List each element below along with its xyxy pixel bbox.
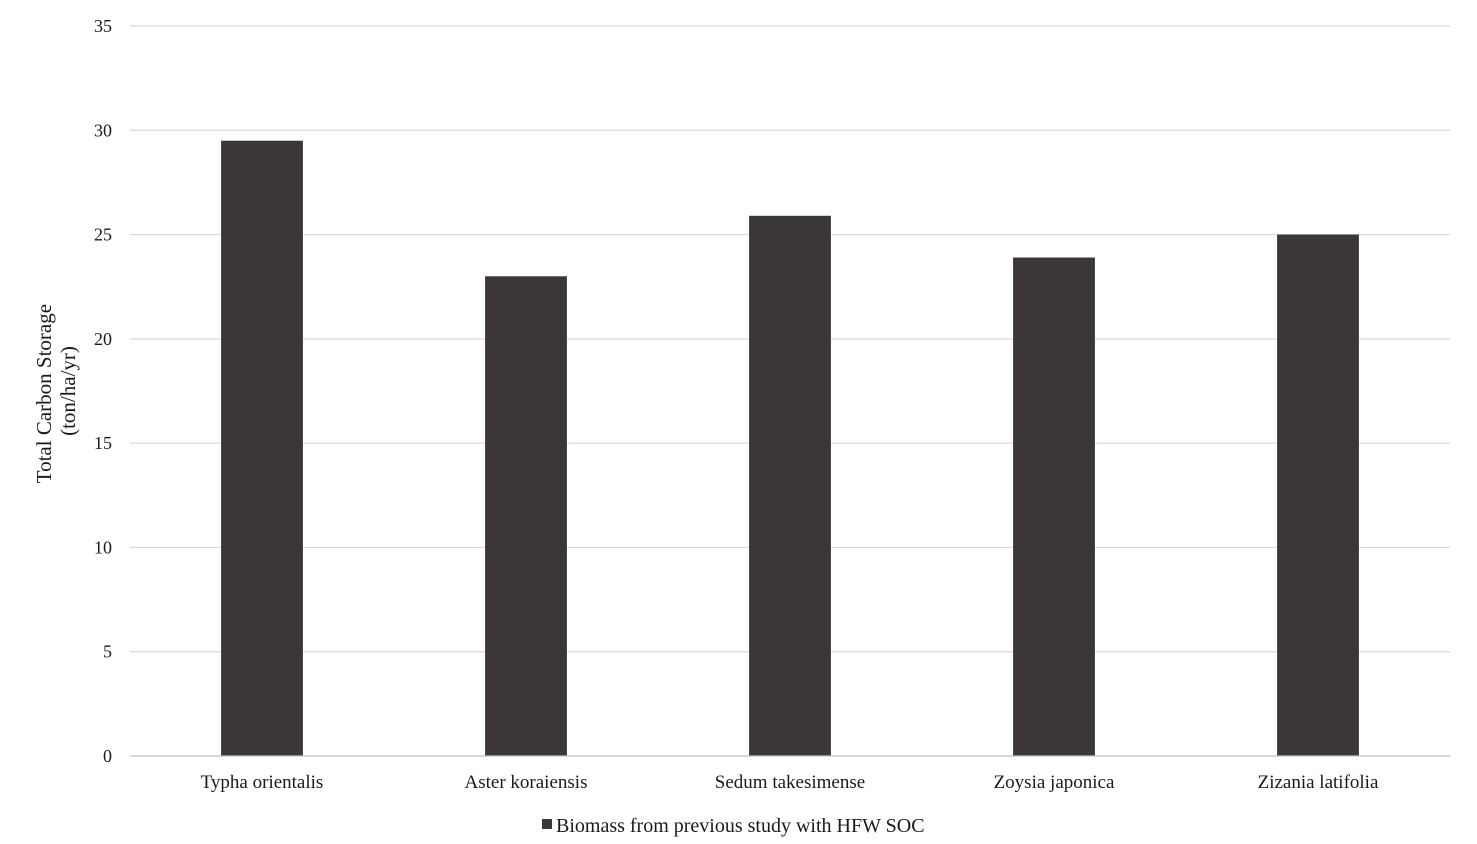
y-axis-title-line-1: Total Carbon Storage <box>32 304 56 483</box>
legend-label: Biomass from previous study with HFW SOC <box>556 815 925 837</box>
bar <box>749 215 831 757</box>
y-tick-label: 15 <box>94 433 112 453</box>
legend-swatch <box>542 819 552 829</box>
bar <box>221 140 303 756</box>
y-tick-label: 5 <box>103 642 112 662</box>
y-axis-title-line-2: (ton/ha/yr) <box>56 346 80 436</box>
bar <box>1277 234 1359 757</box>
y-tick-label: 30 <box>94 120 112 140</box>
y-axis-title: Total Carbon Storage (ton/ha/yr) <box>32 299 80 484</box>
x-category-label: Zizania latifolia <box>1258 772 1379 793</box>
bar <box>485 276 567 756</box>
y-tick-label: 0 <box>103 746 112 766</box>
x-category-label: Aster koraiensis <box>465 772 588 793</box>
y-tick-label: 20 <box>94 329 112 349</box>
y-tick-label: 10 <box>94 537 112 557</box>
y-axis-tick-labels: 0 5 10 15 20 25 30 35 <box>94 16 112 766</box>
y-tick-label: 35 <box>94 16 112 36</box>
y-tick-label: 25 <box>94 225 112 245</box>
x-category-label: Sedum takesimense <box>715 772 865 793</box>
bars <box>221 140 1359 757</box>
legend: Biomass from previous study with HFW SOC <box>542 815 925 837</box>
x-axis-category-labels: Typha orientalis Aster koraiensis Sedum ta… <box>201 772 1379 793</box>
bar <box>1013 257 1095 756</box>
x-category-label: Zoysia japonica <box>994 772 1115 793</box>
x-category-label: Typha orientalis <box>201 772 324 793</box>
